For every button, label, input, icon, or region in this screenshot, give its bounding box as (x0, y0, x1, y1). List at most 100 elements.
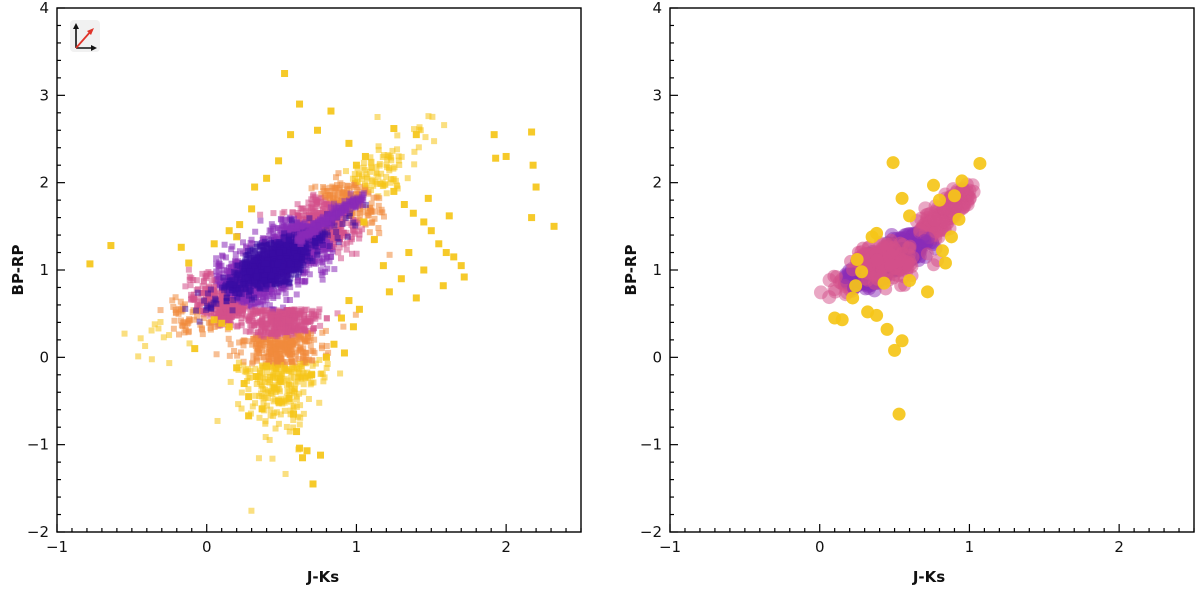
density-point (380, 213, 387, 220)
density-point (254, 292, 261, 299)
arm-point (295, 238, 302, 245)
core-point (208, 305, 215, 312)
density-point (321, 374, 328, 381)
density-point (357, 200, 364, 207)
density-point (258, 324, 265, 331)
arm-point (310, 224, 317, 231)
arm-point (339, 209, 346, 216)
density-point (268, 243, 275, 250)
density-point (367, 154, 374, 161)
arm-point (309, 229, 316, 236)
arm-point (299, 235, 306, 242)
left-y-axis-label: BP-RP (9, 245, 27, 296)
arm-point (352, 203, 359, 210)
outlier-point (457, 262, 465, 270)
density-point (270, 230, 277, 237)
outlier-point (285, 394, 293, 402)
core-point (285, 236, 292, 243)
core-point (220, 274, 227, 281)
outlier-point (251, 183, 259, 191)
arm-point (296, 229, 303, 236)
density-point (296, 334, 303, 341)
arm-point (297, 235, 304, 242)
outlier-point (412, 131, 420, 139)
density-point (266, 341, 273, 348)
density-point (290, 374, 297, 381)
density-point (275, 420, 282, 427)
density-point (265, 348, 272, 355)
arm-point (298, 237, 305, 244)
arm-point (338, 206, 345, 213)
density-point (194, 298, 201, 305)
density-point (317, 322, 324, 329)
density-point (313, 312, 320, 319)
core-point (299, 232, 306, 239)
density-point (346, 185, 353, 192)
density-point (291, 365, 298, 372)
core-point (249, 259, 256, 266)
arm-point (333, 204, 340, 211)
density-point (238, 298, 245, 305)
arm-point (297, 231, 304, 238)
density-point (220, 266, 227, 273)
density-point (297, 414, 304, 421)
core-point (290, 241, 297, 248)
outlier-point (314, 126, 322, 134)
arm-point (354, 202, 361, 209)
arm-point (324, 212, 331, 219)
core-point (229, 287, 236, 294)
density-point (226, 305, 233, 312)
core-point (310, 238, 317, 245)
density-point (364, 182, 371, 189)
core-point (224, 289, 231, 296)
arm-point (352, 200, 359, 207)
density-point (264, 292, 271, 299)
x-tick-label: −1 (46, 538, 68, 556)
density-point (286, 317, 293, 324)
density-point (375, 225, 382, 232)
arm-point (294, 237, 301, 244)
outlier-point (330, 340, 338, 348)
outlier-point (390, 125, 398, 133)
arm-point (327, 215, 334, 222)
core-point (283, 249, 290, 256)
density-point (189, 309, 196, 316)
density-point (301, 279, 308, 286)
density-point (172, 294, 179, 301)
core-point (308, 241, 315, 248)
density-point (325, 349, 332, 356)
core-point (254, 268, 261, 275)
arm-point (315, 224, 322, 231)
arm-point (359, 194, 366, 201)
arm-point (328, 211, 335, 218)
density-point (272, 389, 279, 396)
density-point (273, 346, 280, 353)
arm-point (334, 214, 341, 221)
density-point (296, 373, 303, 380)
arm-point (336, 204, 343, 211)
outlier-point (185, 259, 193, 267)
axes-arrows-icon[interactable] (70, 20, 100, 52)
arm-point (333, 210, 340, 217)
arm-point (306, 235, 313, 242)
x-tick-label: 0 (202, 538, 212, 556)
density-point (236, 309, 243, 316)
density-point (157, 307, 164, 314)
y-tick-label: 1 (39, 261, 49, 279)
arm-point (307, 230, 314, 237)
density-point (287, 328, 294, 335)
density-point (216, 296, 223, 303)
density-point (352, 311, 359, 318)
density-point (355, 191, 362, 198)
density-point (290, 417, 297, 424)
density-point (312, 208, 319, 215)
density-point (311, 250, 318, 257)
arm-point (337, 208, 344, 215)
arm-point (335, 204, 342, 211)
core-point (182, 305, 189, 312)
density-point (245, 374, 252, 381)
density-point (292, 359, 299, 366)
density-point (338, 255, 345, 262)
arm-point (312, 220, 319, 227)
core-point (312, 234, 319, 241)
